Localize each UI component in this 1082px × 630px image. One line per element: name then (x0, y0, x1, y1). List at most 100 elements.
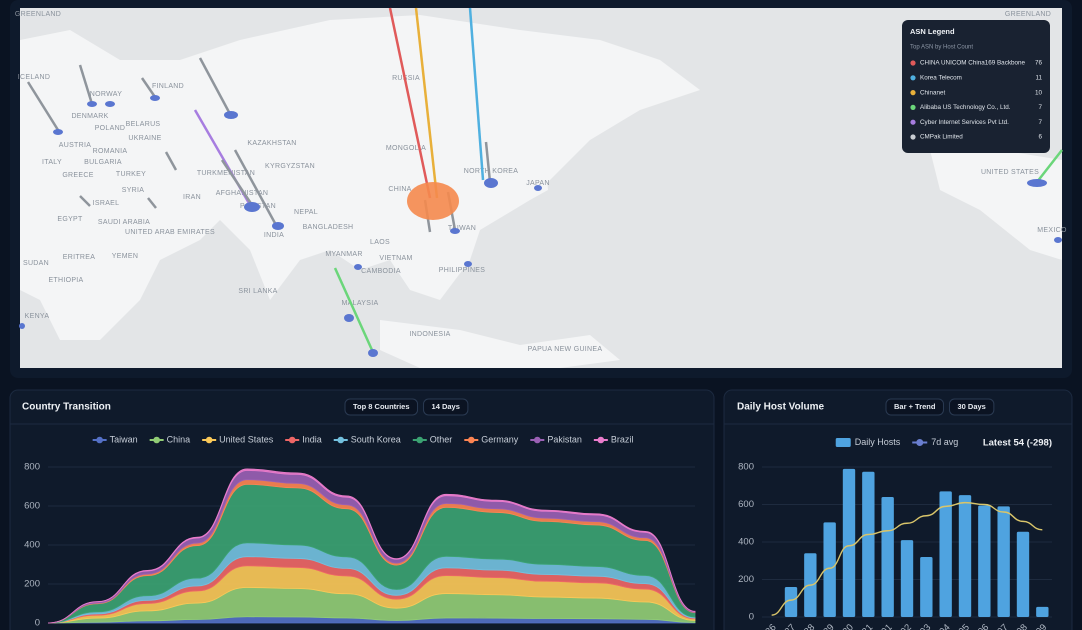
bar (939, 491, 952, 617)
legend-item[interactable]: Daily Hosts (835, 437, 901, 447)
button-label[interactable]: 30 Days (957, 402, 985, 411)
legend-item[interactable]: Taiwan (92, 434, 138, 444)
map-label: MEXICO (1037, 227, 1067, 234)
y-tick-label: 400 (24, 540, 40, 551)
legend-swatch (534, 436, 541, 444)
map-label: MYANMAR (325, 251, 362, 258)
bar (958, 495, 972, 617)
legend-item[interactable]: 7d avg (912, 437, 958, 447)
map-label: BULGARIA (84, 159, 122, 166)
spike (388, 7, 432, 199)
legend-item[interactable]: South Korea (333, 434, 401, 444)
decor (484, 178, 498, 188)
legend-label: South Korea (351, 434, 401, 444)
decor (368, 349, 378, 357)
map-label: SYRIA (122, 187, 145, 194)
legend-count: 76 (1035, 60, 1043, 67)
decor-line (164, 151, 178, 171)
x-tick-label: 3-31 (854, 622, 875, 630)
decor (224, 111, 238, 119)
chart-legend: Daily Hosts 7d avg (835, 437, 958, 447)
legend-item[interactable]: Pakistan (530, 434, 582, 444)
decor-line (198, 57, 232, 115)
x-tick-label: 3-28 (796, 622, 817, 630)
legend-swatch (910, 119, 916, 125)
legend-name: Alibaba US Technology Co., Ltd. (920, 104, 1011, 111)
x-tick-label: 4-09 (1028, 622, 1049, 630)
legend-label: Germany (481, 434, 519, 444)
y-tick-label: 200 (738, 574, 754, 585)
decor (344, 314, 354, 322)
decor (534, 185, 542, 191)
map-labels: GREENLAND GREENLAND ICELAND NORWAY FINLA… (15, 11, 1067, 353)
decor (1054, 237, 1062, 243)
button-label[interactable]: Bar + Trend (894, 402, 936, 411)
legend-swatch (910, 134, 916, 140)
map-label: VIETNAM (379, 255, 412, 262)
button-label[interactable]: Top 8 Countries (353, 402, 410, 411)
panel-title: Daily Host Volume (737, 402, 824, 413)
legend-swatch (910, 60, 916, 66)
legend-item[interactable]: India (285, 434, 322, 444)
legend-item[interactable]: China (149, 434, 191, 444)
map-label: ITALY (42, 159, 62, 166)
legend-item[interactable]: Germany (464, 434, 519, 444)
map-label: GREECE (62, 172, 93, 179)
legend-item[interactable]: Other (412, 434, 453, 444)
x-tick-label: 4-02 (893, 622, 914, 630)
button[interactable] (423, 398, 469, 416)
map-label: EGYPT (57, 216, 83, 223)
map-label: NORWAY (90, 91, 122, 98)
map-label: DENMARK (71, 113, 108, 120)
button-label[interactable]: 14 Days (432, 402, 460, 411)
decor (272, 222, 284, 230)
area (47, 468, 696, 624)
map-label: ETHIOPIA (48, 277, 83, 284)
legend-count: 7 (1038, 119, 1042, 126)
decor (244, 202, 260, 212)
decor (380, 320, 620, 368)
bar (920, 557, 933, 617)
map-label: NEPAL (294, 209, 318, 216)
y-tick-label: 200 (24, 579, 40, 590)
legend-item[interactable]: Brazil (593, 434, 634, 444)
map-label: INDIA (264, 232, 284, 239)
map-label: TURKEY (116, 171, 146, 178)
legend-swatch (96, 436, 103, 444)
x-tick-label: 3-29 (815, 622, 836, 630)
bar (842, 468, 856, 617)
y-tick-label: 0 (749, 612, 754, 623)
button[interactable] (948, 398, 995, 416)
decor (520, 140, 548, 200)
x-tick-label: 4-04 (931, 622, 952, 630)
legend-box (902, 20, 1050, 153)
decor-line (79, 195, 91, 207)
legend-label: China (167, 434, 191, 444)
bar (862, 471, 875, 617)
map-label: CAMBODIA (361, 268, 401, 275)
legend-item[interactable]: United States (202, 434, 274, 444)
map-label: MONGOLIA (386, 145, 426, 152)
decor-line (233, 149, 278, 226)
map-label: SAUDI ARABIA (98, 219, 150, 226)
map-label: ERITREA (63, 254, 95, 261)
spike (1036, 149, 1063, 183)
button[interactable] (885, 398, 944, 416)
button[interactable] (344, 398, 419, 416)
x-tick-label: 4-05 (951, 622, 972, 630)
map-label: PHILIPPINES (439, 267, 486, 274)
x-tick-label: 4-06 (970, 622, 991, 630)
decor (464, 261, 472, 267)
legend-name: CMPak Limited (920, 134, 963, 141)
x-tick-label: 4-03 (912, 622, 933, 630)
legend-subtitle: Top ASN by Host Count (910, 45, 973, 51)
y-tick-label: 800 (738, 462, 754, 473)
legend-swatch (597, 436, 605, 444)
map-label: LAOS (370, 239, 390, 246)
decor-line (26, 81, 60, 131)
map-label: PAPUA NEW GUINEA (528, 346, 603, 353)
map-label: KAZAKHSTAN (247, 140, 296, 147)
latest-summary: Latest 54 (-298) (983, 438, 1052, 449)
